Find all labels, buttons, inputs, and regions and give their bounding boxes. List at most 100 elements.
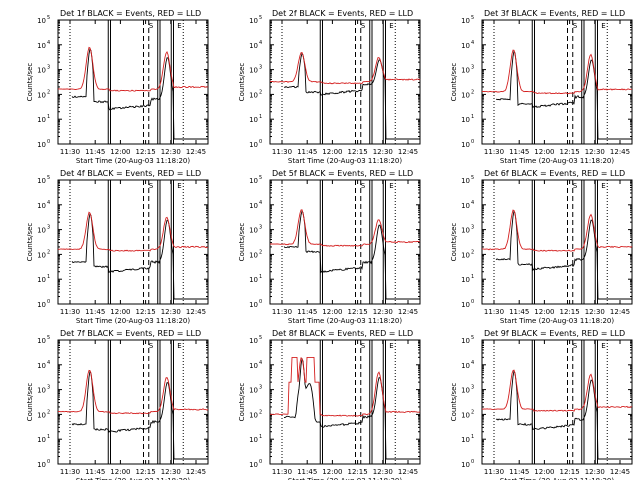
lld-series-line	[482, 209, 633, 252]
x-tick-label: 12:45	[186, 148, 206, 156]
start-marker-label: S	[573, 342, 578, 350]
y-tick-exponent: 0	[471, 459, 474, 465]
y-tick-exponent: 0	[471, 299, 474, 305]
y-tick-exponent: 2	[47, 409, 50, 415]
x-axis-label: Start Time (20-Aug-03 11:18:20)	[288, 317, 402, 325]
y-tick-exponent: 4	[47, 40, 50, 46]
end-marker-label: E	[601, 182, 605, 190]
y-tick-exponent: 1	[47, 434, 50, 440]
y-tick-label: 10	[249, 387, 258, 395]
y-tick-exponent: 2	[471, 409, 474, 415]
x-tick-label: 11:30	[484, 468, 504, 476]
y-tick-label: 10	[37, 337, 46, 345]
y-tick-label: 10	[461, 202, 470, 210]
y-tick-label: 10	[249, 337, 258, 345]
x-axis-label: Start Time (20-Aug-03 11:18:20)	[500, 477, 614, 480]
y-tick-exponent: 5	[47, 175, 50, 181]
x-tick-label: 12:00	[110, 148, 130, 156]
y-tick-label: 10	[249, 276, 258, 284]
x-tick-label: 12:30	[373, 468, 393, 476]
y-tick-label: 10	[249, 202, 258, 210]
y-tick-exponent: 3	[259, 225, 262, 231]
x-tick-label: 12:30	[585, 148, 605, 156]
x-tick-label: 11:30	[484, 308, 504, 316]
events-series-line	[283, 210, 420, 300]
y-tick-exponent: 2	[259, 89, 262, 95]
y-tick-exponent: 0	[259, 459, 262, 465]
lld-series-line	[57, 46, 209, 92]
y-tick-label: 10	[249, 141, 258, 149]
x-tick-label: 12:00	[534, 308, 554, 316]
y-tick-exponent: 1	[47, 274, 50, 280]
y-tick-label: 10	[37, 362, 46, 370]
x-tick-label: 12:00	[110, 308, 130, 316]
y-tick-exponent: 1	[259, 114, 262, 120]
y-axis-label: Counts/sec	[238, 63, 246, 102]
end-marker-label: E	[177, 22, 181, 30]
x-tick-label: 12:00	[110, 468, 130, 476]
x-tick-label: 12:45	[398, 148, 418, 156]
y-tick-exponent: 5	[259, 175, 262, 181]
y-tick-label: 10	[37, 141, 46, 149]
x-tick-label: 12:15	[560, 148, 580, 156]
y-tick-label: 10	[461, 141, 470, 149]
y-axis-label: Counts/sec	[26, 223, 34, 262]
start-marker-label: S	[361, 342, 366, 350]
panel-title: Det 6f BLACK = Events, RED = LLD	[484, 169, 625, 178]
x-tick-label: 11:45	[509, 468, 529, 476]
y-tick-exponent: 2	[471, 249, 474, 255]
y-tick-label: 10	[37, 227, 46, 235]
lld-series-line	[481, 369, 633, 412]
y-tick-exponent: 4	[47, 360, 50, 366]
x-tick-label: 12:45	[610, 308, 630, 316]
y-tick-exponent: 0	[47, 299, 50, 305]
y-tick-label: 10	[461, 17, 470, 25]
y-tick-label: 10	[249, 91, 258, 99]
x-tick-label: 11:30	[272, 468, 292, 476]
x-tick-label: 11:30	[60, 148, 80, 156]
panel-axis-frame	[481, 339, 633, 465]
y-tick-exponent: 1	[471, 114, 474, 120]
x-tick-label: 11:30	[272, 148, 292, 156]
y-tick-exponent: 3	[471, 225, 474, 231]
lld-series-line	[58, 369, 209, 415]
x-tick-label: 12:45	[398, 308, 418, 316]
y-tick-label: 10	[249, 461, 258, 469]
y-tick-exponent: 0	[471, 139, 474, 145]
y-tick-label: 10	[37, 116, 46, 124]
panel-axis-frame	[481, 179, 633, 305]
events-series-line	[283, 52, 420, 140]
x-tick-label: 12:45	[610, 468, 630, 476]
end-marker-label: E	[601, 342, 605, 350]
y-tick-exponent: 0	[259, 139, 262, 145]
y-tick-label: 10	[249, 362, 258, 370]
x-tick-label: 12:15	[560, 468, 580, 476]
x-tick-label: 12:45	[398, 468, 418, 476]
y-tick-label: 10	[249, 67, 258, 75]
lld-series-line	[57, 211, 209, 252]
panel-axis-frame	[481, 19, 633, 145]
y-tick-label: 10	[461, 42, 470, 50]
start-marker-label: S	[573, 22, 578, 30]
y-tick-label: 10	[37, 202, 46, 210]
panel-axis-frame	[57, 339, 209, 465]
panel-axis-frame	[57, 19, 209, 145]
panel-title: Det 2f BLACK = Events, RED = LLD	[272, 9, 413, 18]
panel-title: Det 1f BLACK = Events, RED = LLD	[60, 9, 201, 18]
end-marker-label: E	[389, 22, 393, 30]
x-tick-label: 11:30	[484, 148, 504, 156]
y-tick-exponent: 2	[47, 89, 50, 95]
x-tick-label: 12:15	[560, 308, 580, 316]
start-marker-label: S	[361, 22, 366, 30]
y-tick-label: 10	[461, 276, 470, 284]
x-tick-label: 12:00	[322, 308, 342, 316]
end-marker-label: E	[601, 22, 605, 30]
y-tick-exponent: 5	[47, 15, 50, 21]
y-tick-label: 10	[37, 91, 46, 99]
x-tick-label: 11:45	[509, 308, 529, 316]
y-tick-exponent: 3	[259, 65, 262, 71]
